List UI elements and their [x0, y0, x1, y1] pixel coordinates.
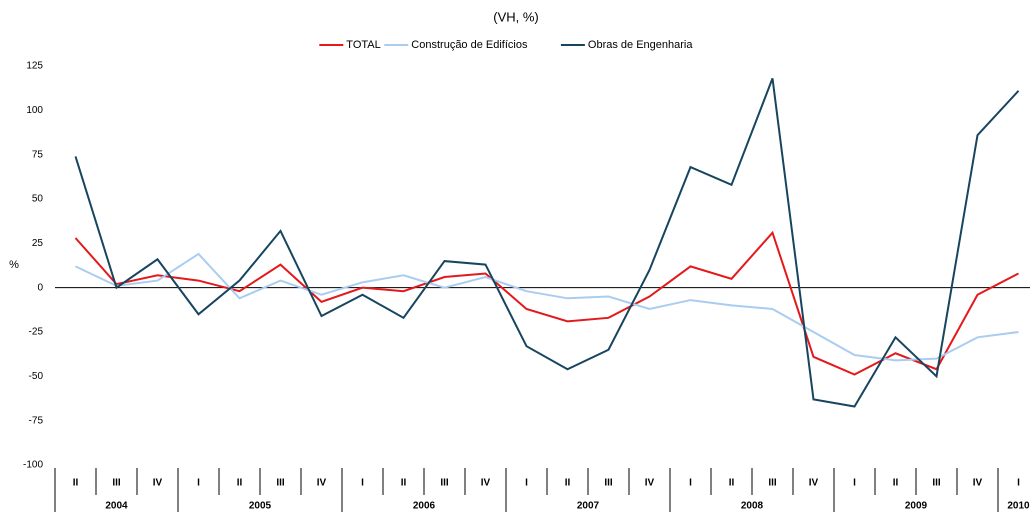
- y-tick-label: -100: [23, 460, 43, 471]
- y-tick-label: 125: [26, 61, 43, 72]
- x-tick-label: I: [853, 478, 856, 489]
- series-line: [74, 230, 1019, 376]
- x-tick-label: II: [893, 478, 899, 489]
- x-tick-label: I: [197, 478, 200, 489]
- x-tick-label: I: [525, 478, 528, 489]
- x-tick-label: I: [689, 478, 692, 489]
- year-label: 2009: [905, 501, 928, 512]
- y-tick-label: 50: [32, 194, 44, 205]
- x-tick-label: II: [73, 478, 79, 489]
- x-tick-label: III: [604, 478, 613, 489]
- y-tick-label: 75: [32, 149, 44, 160]
- legend-label: Obras de Engenharia: [588, 39, 693, 51]
- y-axis-label: %: [9, 259, 19, 271]
- year-label: 2010: [1007, 501, 1030, 512]
- x-tick-label: III: [276, 478, 285, 489]
- year-label: 2005: [249, 501, 272, 512]
- x-tick-label: II: [729, 478, 735, 489]
- x-tick-label: I: [361, 478, 364, 489]
- legend: TOTAL Construção de Edifícios Obras de Eng…: [319, 39, 693, 51]
- x-tick-label: II: [237, 478, 243, 489]
- y-tick-label: 0: [37, 282, 43, 293]
- x-tick-label: III: [112, 478, 121, 489]
- y-tick-label: -50: [29, 371, 44, 382]
- series-line: [75, 252, 1019, 362]
- x-tick-label: III: [768, 478, 777, 489]
- x-tick-label: IV: [645, 478, 655, 489]
- chart-title: (VH, %): [493, 9, 539, 24]
- x-tick-label: IV: [317, 478, 327, 489]
- year-label: 2004: [105, 501, 128, 512]
- year-label: 2008: [741, 501, 764, 512]
- year-label: 2006: [413, 501, 436, 512]
- y-tick-label: 100: [26, 105, 43, 116]
- x-tick-label: III: [932, 478, 941, 489]
- y-tick-label: -25: [29, 327, 44, 338]
- x-tick-label: III: [440, 478, 449, 489]
- legend-label: Construção de Edifícios: [411, 39, 528, 51]
- x-tick-label: I: [1017, 478, 1020, 489]
- x-tick-label: II: [565, 478, 571, 489]
- y-tick-label: -75: [29, 415, 44, 426]
- x-tick-label: IV: [973, 478, 983, 489]
- x-tick-label: IV: [153, 478, 163, 489]
- x-tick-label: II: [401, 478, 407, 489]
- year-label: 2007: [577, 501, 600, 512]
- y-tick-label: 25: [32, 238, 44, 249]
- x-tick-label: IV: [809, 478, 819, 489]
- x-tick-label: IV: [481, 478, 491, 489]
- legend-label: TOTAL: [346, 39, 380, 51]
- series-line: [74, 78, 1020, 408]
